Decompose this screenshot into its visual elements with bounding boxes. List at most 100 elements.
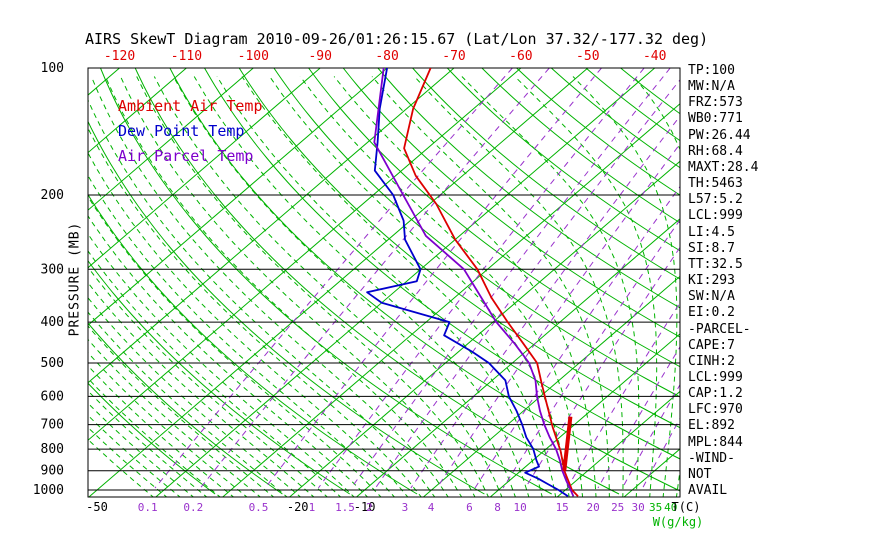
legend-dew-point-temp: Dew Point Temp (118, 122, 245, 140)
pressure-tick: 800 (41, 442, 64, 457)
stat-line-14: SW:N/A (688, 289, 735, 305)
mixing-ratio-tick: 0.5 (249, 501, 269, 514)
stat-line-16: -PARCEL- (688, 321, 751, 337)
mixing-ratio-tick: 3 (402, 501, 409, 514)
moist-adiabat-line (88, 297, 302, 497)
moist-adiabat-line (88, 98, 436, 497)
stat-line-13: KI:293 (688, 273, 735, 289)
moist-adiabat-line (88, 174, 396, 497)
top-temp-tick: -120 (104, 49, 135, 64)
dry-adiabat-line (88, 382, 216, 495)
stat-line-18: CINH:2 (688, 353, 735, 369)
stat-line-19: LCL:999 (688, 369, 743, 385)
stat-line-11: SI:8.7 (688, 240, 735, 256)
dry-adiabat-line (308, 68, 680, 368)
stat-line-1: MW:N/A (688, 79, 735, 95)
mixing-ratio-tick: 0.1 (138, 501, 158, 514)
bottom-temp-tick: -10 (354, 500, 376, 514)
dry-adiabat-line (446, 68, 680, 252)
mixing-ratio-tick: 20 (586, 501, 599, 514)
mixing-ratio-tick: 15 (556, 501, 569, 514)
mixing-ratio-tick: 4 (428, 501, 435, 514)
mixing-ratio-line (154, 68, 513, 489)
isotherm-line (88, 68, 321, 269)
top-temp-tick: -100 (238, 49, 269, 64)
moist-adiabat-line (88, 325, 275, 497)
dry-adiabat-line (342, 68, 680, 338)
bottom-temp-tick: -50 (86, 500, 108, 514)
stat-line-21: LFC:970 (688, 402, 743, 418)
mixing-ratio-tick: 2 (366, 501, 373, 514)
moist-adiabat-line (88, 127, 422, 497)
moist-adiabat-line (88, 282, 315, 497)
stats-panel: TP:100 MW:N/A FRZ:573 WB0:771 PW:26.44 RH:68.… (688, 63, 758, 499)
stat-line-9: LCL:999 (688, 208, 743, 224)
stat-line-25: NOT (688, 466, 712, 482)
mixing-ratio-tick: 8 (494, 501, 501, 514)
stat-line-10: LI:4.5 (688, 224, 735, 240)
top-temp-tick: -60 (509, 49, 532, 64)
mixing-ratio-line (264, 68, 602, 489)
top-temp-tick: -40 (643, 49, 666, 64)
dry-adiabat-line (88, 193, 418, 495)
mixing-ratio-line (350, 68, 671, 489)
mixing-ratio-tick: 30 (631, 501, 644, 514)
mixing-ratio-green-tick: 35 (649, 501, 662, 514)
dry-adiabat-line (412, 68, 680, 280)
moist-adiabat-line (241, 76, 557, 497)
isotherm-line (155, 68, 656, 497)
stat-line-22: EL:892 (688, 418, 735, 434)
mixing-ratio-line (317, 68, 645, 489)
moist-adiabat-line (120, 76, 476, 497)
stat-line-5: RH:68.4 (688, 143, 743, 159)
isotherm-line (88, 68, 120, 96)
moist-adiabat-line (88, 352, 248, 497)
top-temp-tick: -90 (308, 49, 331, 64)
isotherm-line (0, 68, 53, 497)
sounding-curves (366, 68, 579, 497)
moist-adiabat-line (104, 76, 463, 497)
moist-adiabat-line (153, 76, 503, 497)
moist-adiabat-line (461, 76, 640, 497)
isotherm-line (489, 333, 680, 497)
isotherm-line (88, 68, 455, 384)
mixing-ratio-green-tick: 40 (664, 501, 677, 514)
isotherm-line (556, 390, 680, 497)
pressure-tick: 400 (41, 315, 64, 330)
dry-adiabat-line (134, 68, 620, 495)
stat-line-0: TP:100 (688, 63, 735, 78)
moist-adiabat-line (88, 195, 382, 497)
plot-frame (87, 67, 681, 498)
moist-adiabat-line (269, 76, 570, 497)
moist-adiabat-line (88, 390, 208, 497)
moist-adiabat-line (88, 214, 369, 497)
stat-line-2: FRZ:573 (688, 95, 743, 111)
legend-air-parcel-temp: Air Parcel Temp (118, 147, 254, 165)
mixing-ratio-tick: 1.5 (335, 501, 355, 514)
stat-line-7: TH:5463 (688, 176, 743, 192)
curve-ambient-temp (403, 68, 579, 497)
pressure-tick: 500 (41, 356, 64, 371)
moist-adiabat-line (88, 338, 262, 497)
moist-adiabat-line (88, 250, 342, 497)
curve-dew-point (366, 68, 569, 497)
pressure-tick: 900 (41, 464, 64, 479)
pressure-tick: 300 (41, 262, 64, 277)
mixing-ratio-line (410, 115, 680, 489)
dry-adiabat-line (377, 68, 680, 309)
moist-adiabat-line (88, 377, 221, 497)
curve-surface-highlight (562, 416, 573, 471)
stat-line-15: EI:0.2 (688, 305, 735, 321)
pressure-tick: 200 (41, 188, 64, 203)
isotherm-line (88, 68, 187, 154)
moist-adiabat-line (136, 76, 490, 497)
dry-adiabat-line (516, 68, 680, 196)
stat-line-12: TT:32.5 (688, 256, 743, 272)
moist-adiabat-line (193, 76, 530, 497)
pressure-tick: 600 (41, 389, 64, 404)
moist-adiabat-line (299, 76, 584, 497)
mixing-ratio-line (502, 218, 680, 489)
top-temp-tick: -50 (576, 49, 599, 64)
